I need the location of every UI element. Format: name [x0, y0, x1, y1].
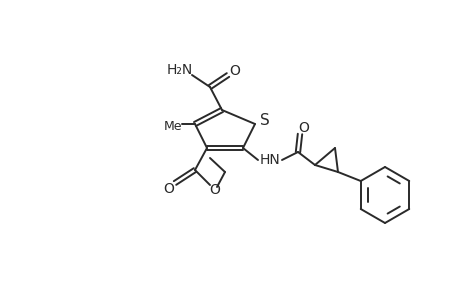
Text: O: O: [229, 64, 240, 78]
Text: S: S: [259, 112, 269, 128]
Text: O: O: [298, 121, 309, 135]
Text: Me: Me: [163, 119, 182, 133]
Text: H₂N: H₂N: [167, 63, 193, 77]
Text: O: O: [163, 182, 174, 196]
Text: HN: HN: [259, 153, 280, 167]
Text: O: O: [209, 183, 220, 197]
